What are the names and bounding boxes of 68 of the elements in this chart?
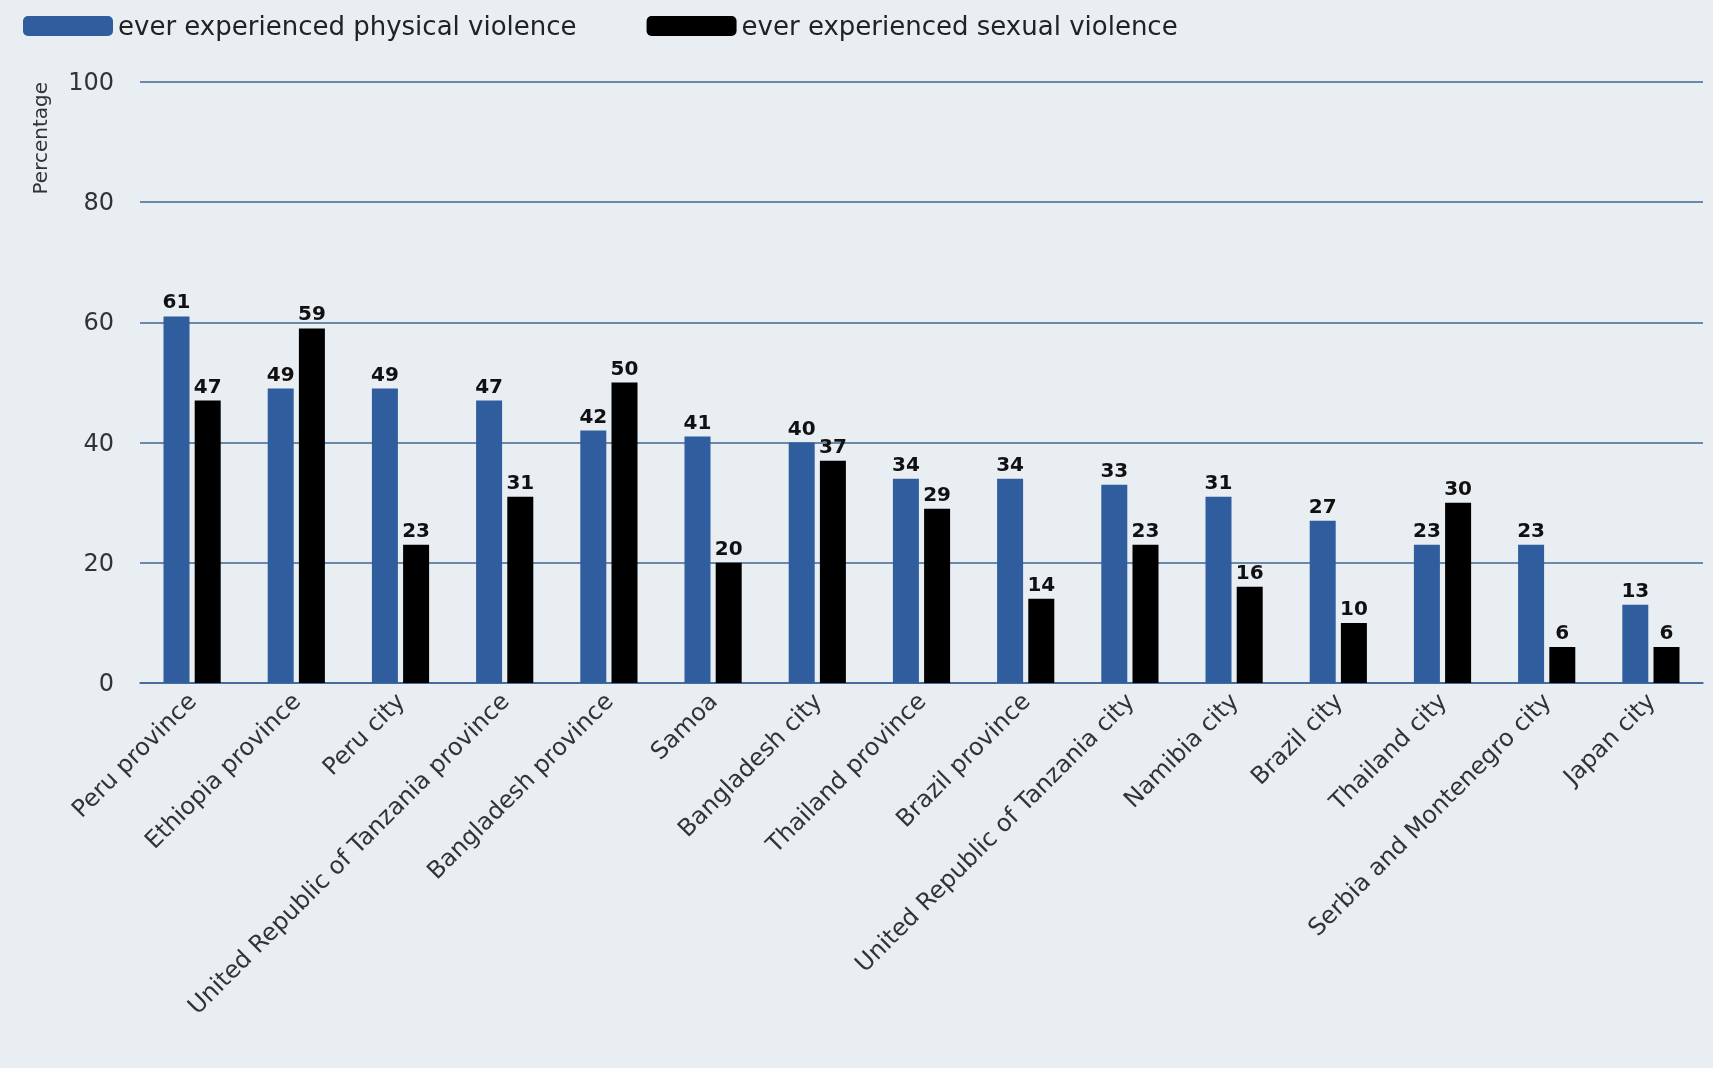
bar — [1028, 598, 1055, 683]
data-label: 31 — [1204, 469, 1233, 494]
legend-label: ever experienced physical violence — [118, 11, 577, 41]
data-label: 59 — [297, 301, 326, 326]
bar — [1549, 646, 1576, 683]
data-label: 61 — [162, 289, 191, 314]
y-tick-label: 20 — [83, 548, 114, 577]
bar — [1101, 484, 1128, 683]
data-label: 30 — [1444, 475, 1473, 500]
bar — [997, 478, 1024, 683]
bar — [924, 508, 951, 683]
y-tick-label: 80 — [83, 188, 114, 217]
data-label: 10 — [1339, 595, 1368, 620]
data-label: 34 — [996, 451, 1025, 476]
data-label: 14 — [1027, 571, 1056, 596]
data-label: 50 — [610, 355, 639, 380]
data-label: 31 — [506, 469, 535, 494]
bar — [194, 400, 221, 683]
data-label: 42 — [579, 403, 608, 428]
y-tick-label: 100 — [68, 68, 114, 96]
y-tick-label: 0 — [98, 669, 114, 697]
bar — [1622, 604, 1649, 683]
data-label: 33 — [1100, 457, 1129, 482]
y-tick-label: 60 — [83, 308, 114, 337]
bar — [715, 562, 742, 683]
data-label: 47 — [475, 373, 504, 398]
data-label: 29 — [923, 481, 952, 506]
bar — [1205, 496, 1232, 683]
bar — [1445, 502, 1472, 683]
data-label: 49 — [266, 361, 295, 386]
data-label: 47 — [193, 373, 222, 398]
data-label: 41 — [683, 409, 712, 434]
bar — [1132, 544, 1159, 683]
bar — [371, 388, 398, 683]
legend-label: ever experienced sexual violence — [741, 11, 1178, 41]
bar — [892, 478, 919, 683]
bar — [476, 400, 503, 683]
bar — [788, 442, 815, 683]
data-label: 49 — [370, 361, 399, 386]
bar — [403, 544, 430, 683]
bar — [507, 496, 534, 683]
bar — [1653, 646, 1680, 683]
bar — [163, 316, 190, 683]
bar — [1236, 586, 1263, 683]
y-tick-label: 40 — [83, 428, 114, 457]
data-label: 23 — [1131, 517, 1160, 542]
bar — [1340, 622, 1367, 683]
y-axis-title: Percentage — [28, 82, 52, 195]
bar — [1309, 520, 1336, 683]
bar — [580, 430, 607, 683]
bar — [1518, 544, 1545, 683]
bar — [611, 382, 638, 683]
bar — [684, 436, 711, 683]
data-label: 13 — [1621, 577, 1650, 602]
bar — [819, 460, 846, 683]
data-label: 23 — [1412, 517, 1441, 542]
data-label: 34 — [891, 451, 920, 476]
data-label: 16 — [1235, 559, 1264, 584]
bar — [267, 388, 294, 683]
data-label: 40 — [787, 415, 816, 440]
data-label: 20 — [714, 535, 743, 560]
data-label: 27 — [1308, 493, 1337, 518]
data-label: 6 — [1555, 619, 1570, 644]
data-label: 6 — [1659, 619, 1674, 644]
bar — [298, 328, 325, 683]
bar — [1413, 544, 1440, 683]
data-label: 23 — [1517, 517, 1546, 542]
data-label: 23 — [402, 517, 431, 542]
